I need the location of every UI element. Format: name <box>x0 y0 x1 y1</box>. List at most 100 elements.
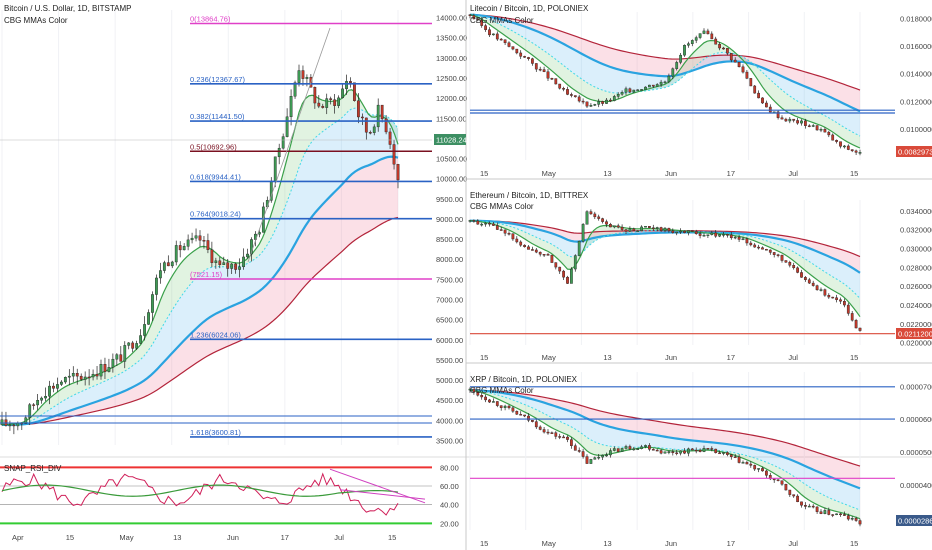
candle <box>484 396 487 401</box>
rsi-ma-line <box>1 484 399 497</box>
candle <box>628 88 632 93</box>
candle <box>753 85 757 94</box>
candle <box>796 495 799 503</box>
ethereum-indicator-label: CBG MMAs Color <box>470 202 534 211</box>
candle <box>632 228 636 231</box>
candle <box>40 397 43 401</box>
main-price-tag-bg <box>434 134 466 145</box>
candle <box>558 83 562 89</box>
x-tick-label: 15 <box>850 353 858 362</box>
candle <box>765 102 768 108</box>
candle <box>776 111 780 118</box>
candle <box>495 33 499 40</box>
ma-cloud <box>470 220 860 317</box>
candle <box>554 262 558 268</box>
candle <box>819 511 823 514</box>
candle <box>831 134 835 141</box>
candle <box>737 61 741 68</box>
candle <box>804 120 807 126</box>
candle <box>285 116 289 137</box>
candle <box>823 289 827 296</box>
rsi-line <box>1 472 399 516</box>
candle <box>706 234 710 236</box>
candle <box>12 424 16 427</box>
candle <box>550 432 554 434</box>
candle <box>507 233 511 235</box>
candle <box>472 388 476 393</box>
candle <box>550 254 554 263</box>
candle <box>492 223 495 226</box>
y-tick-label: 5500.00 <box>436 356 463 365</box>
candle <box>784 260 788 263</box>
candle <box>807 279 811 284</box>
y-tick-label: 0.02400000 <box>900 301 932 310</box>
rsi-label: SNAP_RSI_DIV <box>4 464 62 473</box>
ma-line-fast <box>469 389 861 520</box>
candle <box>488 399 491 403</box>
candle <box>819 289 823 291</box>
candle <box>780 480 784 485</box>
y-tick-label: 10500.00 <box>436 155 467 164</box>
candle <box>843 514 846 516</box>
candle <box>640 89 643 91</box>
candle <box>573 95 577 98</box>
y-tick-label: 0.02000000 <box>900 339 932 348</box>
candle <box>139 335 142 344</box>
ma-cloud <box>470 14 860 112</box>
candle <box>222 262 226 265</box>
candle <box>214 260 218 263</box>
candle <box>737 236 741 240</box>
candle <box>480 395 484 398</box>
candle <box>850 518 854 520</box>
candle <box>683 230 686 233</box>
candle <box>566 436 569 440</box>
y-tick-label: 0.01600000 <box>900 42 932 51</box>
xrp-price-tag-bg <box>896 515 932 526</box>
candle <box>313 87 317 104</box>
x-tick-label: 13 <box>603 353 611 362</box>
candle <box>538 426 542 430</box>
y-tick-label: 4500.00 <box>436 396 463 405</box>
candle <box>644 226 647 228</box>
y-tick-label: 0.02600000 <box>900 282 932 291</box>
candle <box>718 44 721 49</box>
candle <box>733 456 737 458</box>
x-tick-label: May <box>542 353 556 362</box>
candle <box>694 449 698 452</box>
candle <box>694 37 698 41</box>
fib-label: 0.764(9018.24) <box>190 210 241 219</box>
candle <box>811 282 815 286</box>
candle <box>159 270 162 279</box>
candle <box>651 227 655 229</box>
y-tick-label: 0.03200000 <box>900 226 932 235</box>
candle <box>230 263 234 269</box>
x-tick-label: 15 <box>480 539 488 548</box>
candle <box>628 446 632 450</box>
candle <box>792 118 796 121</box>
candle <box>155 277 158 295</box>
x-tick-label: Jun <box>227 533 239 542</box>
y-tick-label: 0.01800000 <box>900 14 932 23</box>
litecoin-price-tag-bg <box>896 146 932 157</box>
candle <box>679 230 682 233</box>
ma-line-fast <box>1 89 399 426</box>
candle <box>788 262 792 266</box>
candle <box>624 446 628 449</box>
candle <box>698 33 702 38</box>
ma-line-slowest <box>1 216 399 426</box>
candle <box>648 84 651 88</box>
main-price-tag: 11028.24 <box>436 136 467 145</box>
candle <box>718 234 721 237</box>
x-tick-label: 15 <box>480 353 488 362</box>
ethereum-price-tag-bg <box>896 328 932 339</box>
x-tick-label: May <box>119 533 133 542</box>
candle <box>839 299 842 302</box>
candle <box>554 432 558 437</box>
main-title: Bitcoin / U.S. Dollar, 1D, BITSTAMP <box>4 4 131 13</box>
candle <box>663 81 667 84</box>
candle <box>644 86 647 90</box>
candle <box>115 354 119 360</box>
candle <box>495 401 499 406</box>
candle <box>858 327 862 331</box>
candle <box>702 448 706 452</box>
